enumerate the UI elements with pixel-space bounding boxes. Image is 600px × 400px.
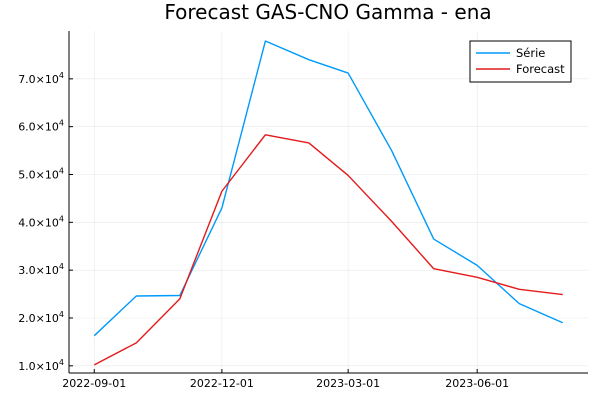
y-tick-label: 6.0×104 xyxy=(18,119,64,134)
y-tick-label: 2.0×104 xyxy=(18,310,64,325)
series-line-serie xyxy=(93,40,564,337)
legend-label-serie: Série xyxy=(516,46,545,60)
legend-box xyxy=(469,40,572,83)
y-tick-label: 7.0×104 xyxy=(18,71,64,86)
y-tick-label: 5.0×104 xyxy=(18,166,64,181)
x-tick-label: 2023-03-01 xyxy=(316,377,380,390)
y-axis-ticks: 1.0×104 2.0×104 3.0×104 4.0×104 5.0×104 6.0×1… xyxy=(18,71,73,373)
x-tick-label: 2023-06-01 xyxy=(445,377,509,390)
y-tick-label: 3.0×104 xyxy=(18,262,64,277)
chart-title: Forecast GAS-CNO Gamma - ena xyxy=(164,0,491,24)
x-axis-ticks: 2022-09-01 2022-12-01 2023-03-01 2023-06-01 xyxy=(62,369,509,390)
grid-lines xyxy=(69,31,588,373)
axes xyxy=(68,31,588,374)
y-tick-label: 4.0×104 xyxy=(18,214,64,229)
legend: Série Forecast xyxy=(469,40,572,83)
series-lines xyxy=(93,40,564,366)
series-line-forecast xyxy=(93,134,563,366)
x-tick-label: 2022-09-01 xyxy=(62,377,126,390)
legend-label-forecast: Forecast xyxy=(516,62,565,76)
y-tick-label: 1.0×104 xyxy=(18,358,64,373)
x-tick-label: 2022-12-01 xyxy=(190,377,254,390)
